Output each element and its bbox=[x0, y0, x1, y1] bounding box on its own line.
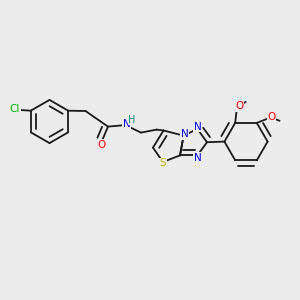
Text: N: N bbox=[194, 122, 201, 132]
Text: H: H bbox=[128, 115, 136, 125]
Text: O: O bbox=[97, 140, 106, 150]
Text: O: O bbox=[235, 101, 243, 111]
Text: Cl: Cl bbox=[10, 104, 20, 114]
Text: S: S bbox=[160, 158, 166, 169]
Text: N: N bbox=[181, 129, 189, 139]
Text: O: O bbox=[267, 112, 275, 122]
Text: N: N bbox=[123, 119, 130, 129]
Text: N: N bbox=[194, 153, 201, 163]
